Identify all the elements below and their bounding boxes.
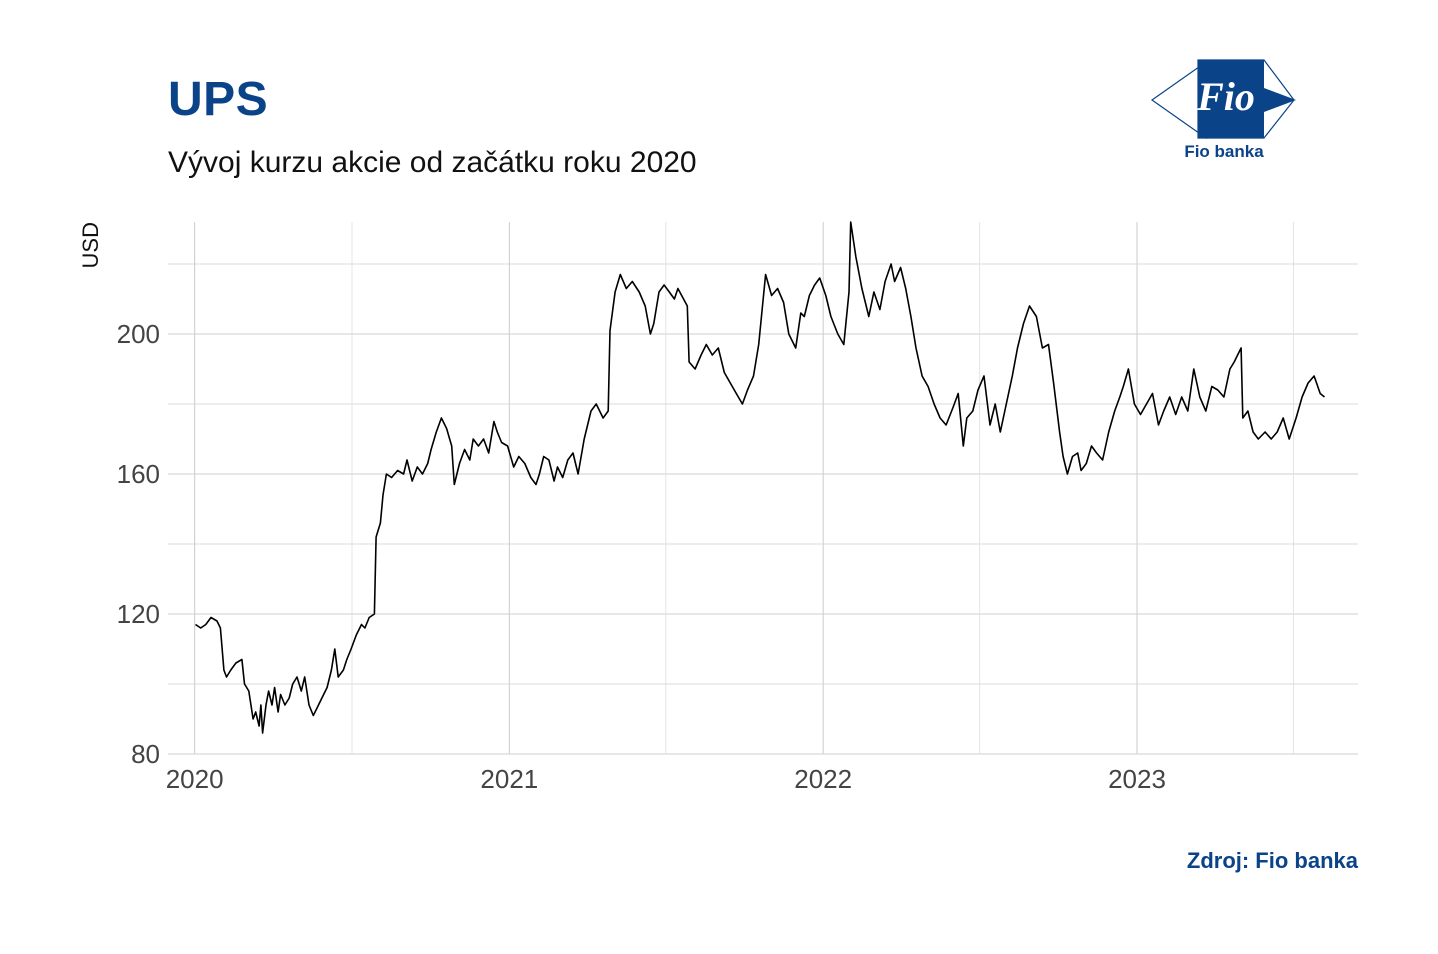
y-tick-label: 120 bbox=[117, 599, 160, 629]
x-tick-label: 2023 bbox=[1108, 764, 1166, 794]
price-series-line bbox=[195, 221, 1326, 734]
grid bbox=[168, 222, 1358, 755]
fio-logo-icon: Fio bbox=[1150, 59, 1296, 140]
y-tick-label: 160 bbox=[117, 459, 160, 489]
logo-caption: Fio banka bbox=[1184, 142, 1264, 161]
chart-title: UPS bbox=[168, 73, 269, 126]
x-tick-label: 2021 bbox=[480, 764, 538, 794]
chart-subtitle: Vývoj kurzu akcie od začátku roku 2020 bbox=[168, 146, 697, 179]
logo-mark-text: Fio bbox=[1196, 74, 1255, 119]
y-tick-label: 200 bbox=[117, 319, 160, 349]
x-tick-label: 2022 bbox=[794, 764, 852, 794]
y-tick-label: 80 bbox=[131, 739, 160, 769]
axes: 80 120 160 200 2020 2021 2022 2023 USD bbox=[78, 222, 1166, 794]
x-tick-label: 2020 bbox=[166, 764, 224, 794]
source-note: Zdroj: Fio banka bbox=[1186, 848, 1358, 873]
series-layer bbox=[195, 221, 1326, 734]
y-axis-title: USD bbox=[78, 222, 103, 268]
